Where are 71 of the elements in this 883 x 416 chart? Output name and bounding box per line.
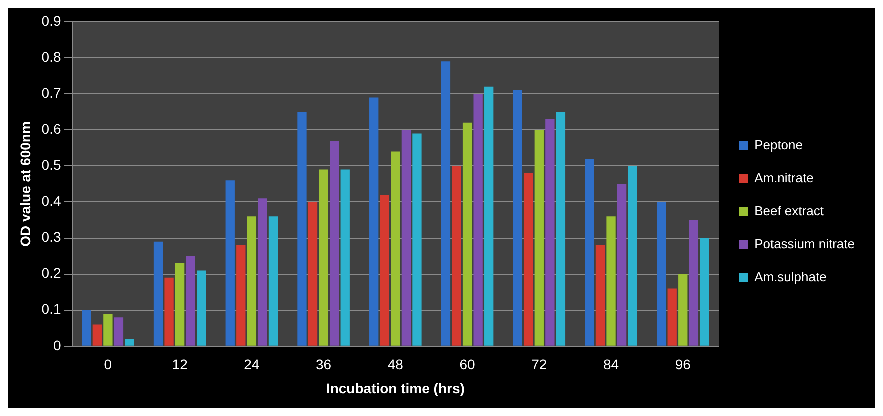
x-tick-label: 84 [603, 356, 620, 373]
bar [298, 112, 307, 346]
bar [340, 170, 350, 346]
bar [125, 339, 134, 346]
legend-label: Am.nitrate [754, 170, 814, 186]
bar [412, 134, 422, 346]
bar [370, 98, 379, 346]
x-tick-label: 36 [316, 356, 332, 373]
y-tick-label: 0.3 [42, 229, 62, 246]
y-tick-label: 0.4 [42, 193, 62, 210]
bar [330, 140, 340, 346]
x-axis-title: Incubation time (hrs) [326, 380, 465, 396]
x-tick-label: 48 [388, 356, 404, 373]
x-tick-label: 24 [244, 356, 260, 373]
bar [656, 202, 666, 346]
legend-label: Am.sulphate [754, 270, 827, 285]
bar [226, 180, 235, 346]
bar [546, 119, 555, 346]
bar [258, 198, 268, 346]
bar [585, 158, 594, 346]
bar [596, 245, 606, 346]
bar [689, 220, 698, 346]
y-tick-label: 0 [53, 337, 62, 354]
bar [668, 288, 677, 346]
bar [92, 324, 102, 346]
y-tick-label: 0.7 [42, 84, 62, 101]
bar [175, 264, 185, 346]
bar [380, 195, 390, 346]
bar [82, 310, 92, 346]
y-tick-label: 0.6 [42, 120, 62, 137]
y-tick-label: 0.8 [42, 48, 62, 65]
y-axis-title: OD value at 600nm [17, 122, 34, 247]
bar [308, 202, 318, 346]
bar [402, 130, 412, 346]
bar [247, 216, 257, 346]
x-tick-label: 96 [675, 356, 692, 373]
bar [534, 130, 544, 346]
bar [617, 184, 627, 346]
bar [700, 238, 710, 346]
bar [462, 122, 472, 346]
x-tick-label: 0 [104, 356, 112, 373]
bar [236, 245, 246, 346]
bar [197, 270, 206, 346]
bar [524, 173, 534, 346]
y-tick-label: 0.9 [42, 12, 62, 29]
x-tick-label: 60 [460, 356, 476, 373]
bar [319, 170, 328, 346]
y-tick-label: 0.1 [42, 301, 62, 318]
bar [628, 166, 638, 346]
bar [513, 90, 522, 346]
y-tick-label: 0.2 [42, 265, 62, 282]
bar [268, 216, 278, 346]
x-tick-label: 72 [532, 356, 548, 373]
y-tick-label: 0.5 [42, 157, 62, 174]
bar [186, 256, 196, 346]
legend-label: Potassium nitrate [754, 236, 856, 252]
bar [556, 112, 566, 346]
bar [104, 314, 113, 346]
x-tick-label: 12 [172, 356, 188, 373]
bar [606, 216, 616, 346]
bar [441, 62, 451, 346]
bar [114, 318, 124, 346]
bar [484, 86, 494, 346]
bar [678, 274, 688, 346]
bar [452, 166, 462, 346]
bar [154, 242, 164, 346]
legend-label: Beef extract [754, 204, 824, 219]
legend-label: Peptone [754, 138, 804, 153]
bar [164, 278, 174, 346]
bar [474, 94, 483, 346]
bar [391, 152, 400, 346]
